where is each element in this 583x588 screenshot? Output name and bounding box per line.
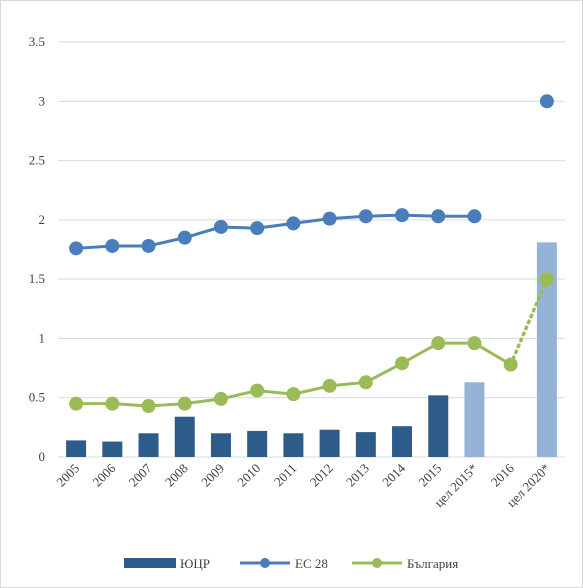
y-tick-label: 2.5 [29,153,45,168]
y-tick-label: 1.5 [29,271,45,286]
eu28-point [250,221,265,236]
eu28-point [177,230,192,245]
y-tick-label: 0.5 [29,390,45,405]
eu28-point [431,209,446,224]
bulgaria-point [141,399,156,414]
bulgaria-point [539,272,554,287]
x-tick-label: 2011 [271,461,300,490]
y-tick-label: 2 [39,212,46,227]
eu28-point [69,241,84,256]
bar-2014 [392,426,413,457]
bulgaria-point [250,383,265,398]
bulgaria-point [177,396,192,411]
x-tick-label: 2015 [415,461,444,490]
y-tick-label: 0 [39,449,46,464]
eu28-point [105,238,120,253]
y-tick-label: 3 [39,93,46,108]
bulgaria-point [431,336,446,351]
bar-2015 [428,395,449,457]
bulgaria-point [322,378,337,393]
y-tick-label: 1 [39,330,46,345]
eu28-point [141,238,156,253]
x-tick-label: 2007 [126,460,155,489]
bar-цел-2015- [464,382,485,457]
bulgaria-point [69,396,84,411]
x-tick-label: 2008 [162,461,191,490]
x-tick-label: 2006 [89,460,118,489]
x-tick-label: 2014 [379,460,408,489]
legend-label-yucr: ЮЦР [180,556,210,571]
eu28-point [467,209,482,224]
bulgaria-point [213,391,228,406]
legend-marker-eu28 [260,558,270,568]
bar-2010 [247,430,268,457]
bar-2008 [174,416,195,457]
eu28-point [358,209,373,224]
bulgaria-segment [472,341,513,367]
bar-цел-2020- [536,242,557,457]
legend-label-bulgaria: България [407,556,458,571]
x-tick-label: 2009 [198,461,227,490]
bulgaria-point [467,336,482,351]
eu28-point [539,94,554,109]
bar-2011 [283,433,304,457]
bar-2005 [66,440,87,457]
x-tick-label: 2016 [488,460,517,489]
bar-2007 [138,433,159,457]
bar-2013 [355,432,376,457]
bulgaria-point [503,357,518,372]
x-tick-label: 2012 [307,461,336,490]
eu28-point [395,208,410,223]
x-tick-label: 2013 [343,461,372,490]
bulgaria-point [286,387,301,402]
bulgaria-segment [508,277,549,367]
y-tick-label: 3.5 [29,34,45,49]
eu28-point [286,216,301,231]
bulgaria-point [395,356,410,371]
legend-swatch-yucr [124,558,176,568]
x-tick-label: 2010 [234,461,263,490]
bar-2009 [210,433,231,457]
eu28-point [213,219,228,234]
x-tick-label: 2005 [53,461,82,490]
bar-2012 [319,429,340,457]
legend-marker-bulgaria [372,558,382,568]
bulgaria-point [105,396,120,411]
eu28-point [322,211,337,226]
bar-2006 [102,441,123,457]
legend-label-eu28: ЕС 28 [295,556,328,571]
bulgaria-point [358,375,373,390]
